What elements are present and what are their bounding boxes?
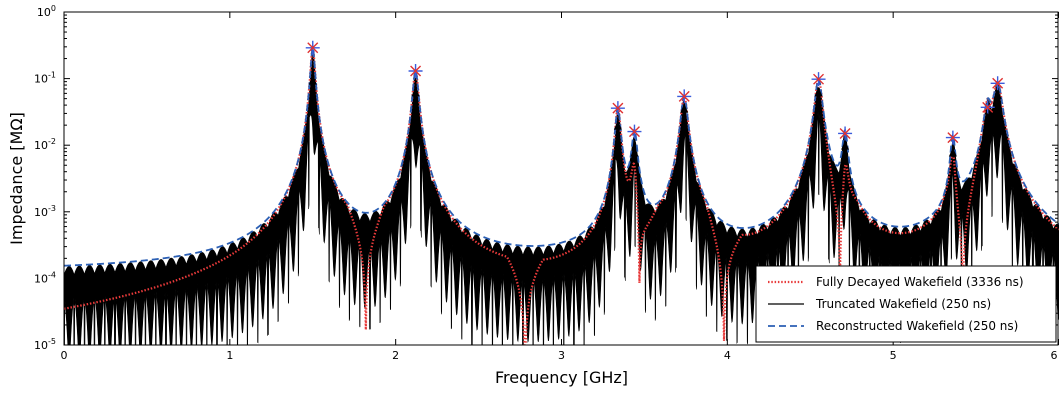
y-tick-label-1: 10-4 — [34, 270, 56, 285]
peak-marker-7 — [945, 130, 960, 145]
truncated-peak-marker-5 — [814, 87, 823, 97]
y-tick-label-4: 10-1 — [34, 71, 56, 86]
x-tick-label-4: 4 — [724, 349, 731, 362]
axes: 0 1 2 3 4 5 6 10-5 10-4 10-3 10-2 10-1 100 — [34, 4, 1059, 362]
peak-x-2 — [612, 102, 624, 114]
peak-x-9 — [992, 77, 1004, 89]
x-axis-title: Frequency [GHz] — [495, 368, 628, 387]
legend: Fully Decayed Wakefield (3336 ns) Truncat… — [755, 265, 1057, 343]
x-tick-label-1: 1 — [226, 349, 233, 362]
peak-marker-1 — [408, 64, 423, 79]
peak-marker-6 — [838, 126, 853, 141]
x-tick-label-5: 5 — [890, 349, 897, 362]
peak-x-8 — [982, 101, 994, 113]
y-tick-label-3: 10-2 — [34, 137, 56, 152]
truncated-peak-marker-9 — [993, 89, 1002, 99]
x-tick-label-2: 2 — [392, 349, 399, 362]
peak-x-3 — [628, 126, 640, 138]
truncated-peak-marker-2 — [613, 120, 622, 130]
legend-box — [755, 265, 1057, 343]
peak-x-5 — [813, 73, 825, 85]
truncated-peak-marker-4 — [680, 103, 689, 113]
truncated-peak-marker-8 — [983, 112, 992, 122]
peak-marker-9 — [990, 76, 1005, 91]
x-tick-label-6: 6 — [1051, 349, 1058, 362]
truncated-peak-marker-1 — [411, 87, 420, 97]
series-reconstructed-wakefield — [64, 45, 1059, 267]
peak-x-0 — [307, 42, 319, 54]
x-tick-label-3: 3 — [558, 349, 565, 362]
plot-area — [64, 40, 1059, 345]
truncated-peak-marker-7 — [948, 147, 957, 157]
truncated-peak-marker-6 — [841, 140, 850, 150]
peak-x-1 — [410, 65, 422, 77]
x-tick-label-0: 0 — [61, 349, 68, 362]
peak-marker-3 — [627, 124, 642, 139]
peak-marker-2 — [610, 101, 625, 116]
y-axis-title: Impedance [MΩ] — [7, 112, 26, 245]
legend-label-0: Fully Decayed Wakefield (3336 ns) — [816, 275, 1024, 289]
peak-marker-5 — [811, 72, 826, 87]
peak-marker-8 — [980, 100, 995, 115]
series-fully-decayed-wakefield — [64, 44, 1059, 345]
peak-x-4 — [678, 90, 690, 102]
peak-x-6 — [839, 127, 851, 139]
peak-marker-0 — [305, 40, 320, 55]
curves — [64, 44, 1059, 345]
y-tick-label-2: 10-3 — [34, 204, 56, 219]
truncated-peak-marker-3 — [630, 147, 639, 157]
legend-label-2: Reconstructed Wakefield (250 ns) — [816, 319, 1018, 333]
legend-label-1: Truncated Wakefield (250 ns) — [815, 297, 991, 311]
y-tick-label-5: 100 — [37, 4, 56, 19]
peak-marker-4 — [677, 89, 692, 104]
peak-x-7 — [947, 132, 959, 144]
truncated-peak-marker-0 — [308, 75, 317, 85]
y-tick-label-0: 10-5 — [34, 337, 56, 352]
